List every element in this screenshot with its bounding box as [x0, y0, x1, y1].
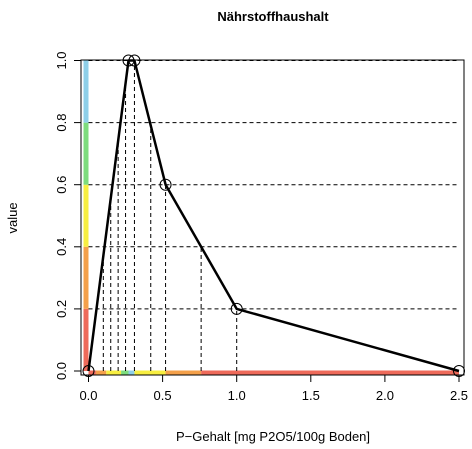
data-point — [230, 302, 243, 315]
x-tick-label: 0.5 — [154, 388, 172, 403]
x-axis-label: P−Gehalt [mg P2O5/100g Boden] — [176, 429, 370, 444]
y-axis: 0.0 0.2 0.4 0.6 0.8 1.0 — [54, 51, 81, 380]
data-point — [159, 178, 172, 191]
x-tick-label: 0.0 — [79, 388, 97, 403]
y-axis-label: value — [5, 202, 20, 233]
x-tick-label: 1.5 — [302, 388, 320, 403]
reference-lines — [88, 60, 459, 371]
x-tick-label: 2.0 — [376, 388, 394, 403]
y-tick-label: 1.0 — [54, 51, 69, 69]
data-series — [82, 54, 465, 377]
x-tick-label: 1.0 — [228, 388, 246, 403]
color-bands — [83, 60, 459, 376]
x-axis: 0.0 0.5 1.0 1.5 2.0 2.5 — [79, 375, 468, 403]
chart-title: Nährstoffhaushalt — [217, 9, 329, 24]
y-tick-label: 0.8 — [54, 114, 69, 132]
x-tick-label: 2.5 — [450, 388, 468, 403]
plot-frame — [80, 59, 465, 376]
series-line — [87, 59, 460, 373]
y-tick-label: 0.6 — [54, 176, 69, 194]
y-tick-label: 0.0 — [54, 362, 69, 380]
y-tick-label: 0.4 — [54, 238, 69, 256]
y-tick-label: 0.2 — [54, 300, 69, 318]
